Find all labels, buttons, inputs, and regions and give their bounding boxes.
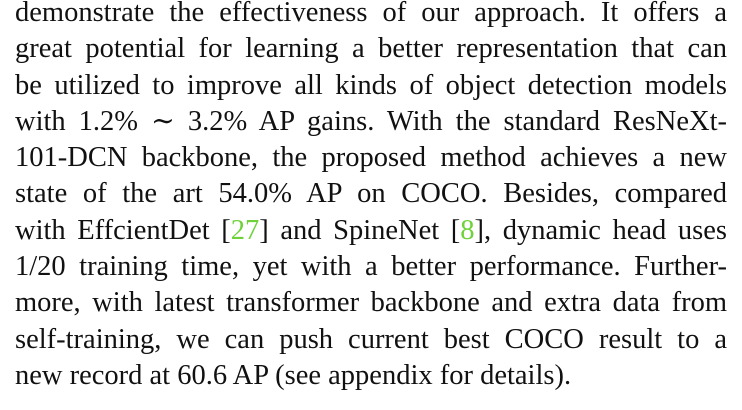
paragraph: demonstrate the effectiveness of our app… (15, 0, 727, 394)
text-line: 1/20 training time, yet with a better pe… (15, 249, 727, 285)
text-segment: ], dynamic head uses (474, 214, 727, 246)
citation[interactable]: 8 (460, 214, 475, 246)
text-segment: 1/20 training time, yet with a better pe… (15, 251, 727, 283)
text-line: great potential for learning a better re… (15, 31, 727, 67)
text-segment: with 1.2% ∼ 3.2% AP gains. With the stan… (15, 105, 727, 137)
text-segment: more, with latest transformer backbone a… (15, 287, 727, 319)
text-segment: new record at 60.6 AP (see appendix for … (15, 359, 572, 391)
text-segment: ] and SpineNet [ (259, 214, 461, 246)
text-line: state of the art 54.0% AP on COCO. Besid… (15, 176, 727, 212)
text-segment: be utilized to improve all kinds of obje… (15, 69, 727, 101)
text-segment: self-training, we can push current best … (15, 323, 727, 355)
text-line: 101-DCN backbone, the proposed method ac… (15, 140, 727, 176)
text-segment: state of the art 54.0% AP on COCO. Besid… (15, 178, 727, 210)
text-line: demonstrate the effectiveness of our app… (15, 0, 727, 31)
text-line: more, with latest transformer backbone a… (15, 285, 727, 321)
text-line: with 1.2% ∼ 3.2% AP gains. With the stan… (15, 104, 727, 140)
text-line: be utilized to improve all kinds of obje… (15, 68, 727, 104)
text-line: new record at 60.6 AP (see appendix for … (15, 358, 727, 394)
text-segment: great potential for learning a better re… (15, 33, 727, 65)
text-line: self-training, we can push current best … (15, 322, 727, 358)
text-segment: demonstrate the effectiveness of our app… (15, 0, 727, 28)
text-line: with EffcientDet [27] and SpineNet [8], … (15, 213, 727, 249)
text-segment: with EffcientDet [ (15, 214, 231, 246)
text-segment: 101-DCN backbone, the proposed method ac… (15, 142, 727, 174)
citation[interactable]: 27 (230, 214, 260, 246)
